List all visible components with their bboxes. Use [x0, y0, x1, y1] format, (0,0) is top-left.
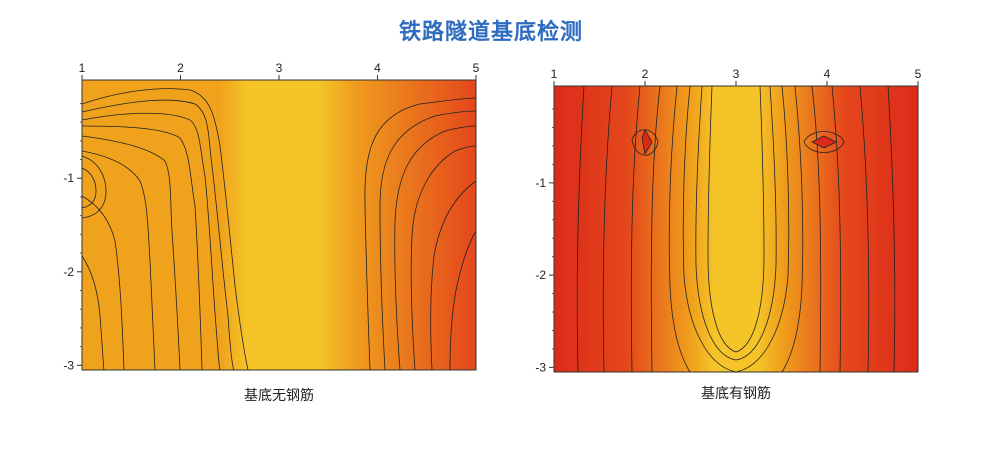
x-tick-label: 1 [79, 61, 86, 75]
x-tick-label: 2 [177, 61, 184, 75]
x-tick-label: 4 [824, 67, 831, 81]
y-tick-label: -3 [63, 358, 74, 372]
y-tick-label: -1 [535, 176, 546, 190]
x-tick-label: 3 [276, 61, 283, 75]
y-tick-label: -3 [535, 360, 546, 374]
x-tick-label: 4 [374, 61, 381, 75]
contour-lines [81, 88, 477, 371]
chart-caption: 基底无钢筋 [244, 387, 314, 404]
x-tick-label: 2 [642, 67, 649, 81]
x-tick-label: 5 [915, 67, 922, 81]
y-tick-label: -2 [63, 265, 74, 279]
chart-panel-with-rebar: 1 2 3 4 5 -1 -2 -3 基底有钢筋 [535, 67, 922, 402]
y-tick-label: -1 [63, 171, 74, 185]
x-tick-label: 1 [551, 67, 558, 81]
chart-caption: 基底有钢筋 [701, 385, 771, 402]
contour-lines [576, 85, 896, 373]
plot-area [81, 79, 477, 371]
plot-area [553, 85, 919, 373]
x-tick-label: 5 [473, 61, 480, 75]
chart-panel-no-rebar: 1 2 3 4 5 -1 -2 -3 基底无钢筋 [63, 61, 480, 404]
x-tick-label: 3 [733, 67, 740, 81]
page-title: 铁路隧道基底检测 [398, 20, 583, 45]
y-tick-label: -2 [535, 268, 546, 282]
